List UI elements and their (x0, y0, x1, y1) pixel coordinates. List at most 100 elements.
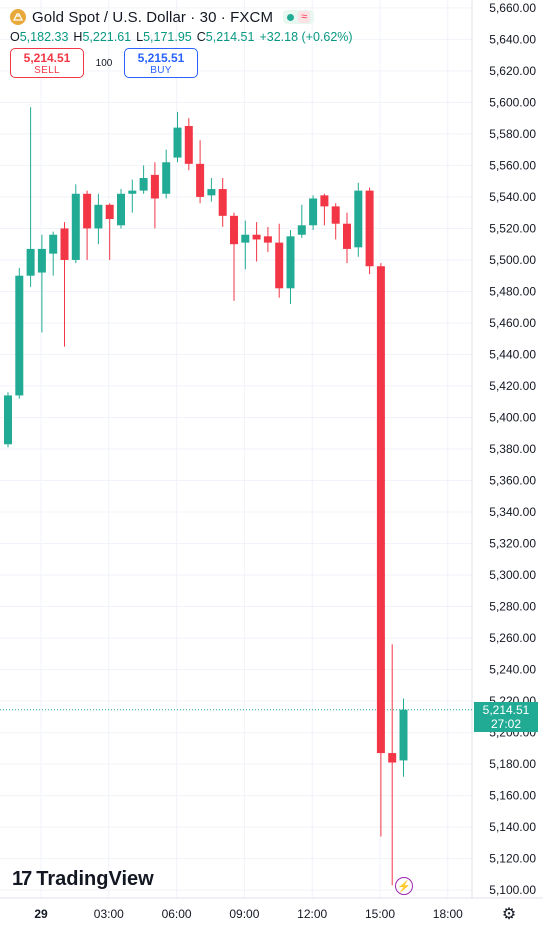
y-tick-label: 5,420.00 (489, 379, 536, 393)
candle (60, 222, 69, 347)
low-key: L (136, 30, 144, 44)
candle (263, 226, 272, 253)
candle-body (354, 190, 363, 248)
candle-body (173, 127, 182, 158)
candle (150, 162, 159, 229)
candle-body (139, 178, 148, 191)
candle (71, 184, 80, 264)
x-tick-label: 09:00 (229, 907, 259, 921)
candle (376, 263, 385, 837)
candle-body (230, 215, 238, 245)
candle-body (320, 195, 329, 207)
settings-gear-icon[interactable]: ⚙ (501, 906, 517, 923)
tradingview-mark-icon: 17 (12, 868, 32, 890)
candle (94, 193, 103, 245)
x-tick-label: 03:00 (94, 907, 124, 921)
candle-body (343, 223, 351, 249)
candle-body (162, 162, 171, 194)
candle (4, 392, 12, 448)
bar-countdown: 27:02 (490, 717, 522, 731)
x-tick-label: 18:00 (433, 907, 463, 921)
candle-body (117, 193, 125, 226)
y-tick-label: 5,240.00 (489, 663, 536, 677)
candle-body (399, 709, 408, 761)
sell-price: 5,214.51 (23, 50, 71, 65)
y-tick-label: 5,600.00 (489, 95, 536, 109)
chart-header: Gold Spot / U.S. Dollar · 30 · FXCM ≈ O5… (10, 6, 353, 78)
y-tick-label: 5,360.00 (489, 474, 536, 488)
sell-button[interactable]: 5,214.51 SELL (10, 48, 84, 78)
y-tick-label: 5,580.00 (489, 127, 536, 141)
candle (184, 118, 193, 171)
y-tick-label: 5,440.00 (489, 347, 536, 361)
price-axis[interactable]: 5,660.00 5,640.00 5,620.00 5,600.00 5,580.00… (489, 1, 536, 897)
time-axis[interactable]: 29 03:00 06:00 09:00 12:00 15:00 18:00 (34, 907, 463, 921)
candle-body (241, 234, 250, 243)
candle-body (252, 234, 261, 240)
candle (49, 231, 58, 276)
y-tick-label: 5,100.00 (489, 883, 536, 897)
open-key: O (10, 30, 20, 44)
change-value: +32.18 (+0.62%) (259, 30, 353, 44)
candle-body (94, 204, 103, 229)
market-status-badge[interactable]: ≈ (283, 10, 315, 24)
candle (331, 203, 340, 240)
chart-gridlines (0, 0, 472, 898)
candle (354, 182, 363, 257)
candle-body (60, 228, 69, 260)
symbol-title-row[interactable]: Gold Spot / U.S. Dollar · 30 · FXCM ≈ (10, 6, 353, 28)
y-tick-label: 5,280.00 (489, 600, 536, 614)
symbol-title: Gold Spot / U.S. Dollar · 30 · FXCM (32, 8, 274, 26)
candle-body (196, 163, 205, 197)
candle-body (49, 234, 58, 254)
candle-body (150, 174, 159, 199)
sell-label: SELL (34, 64, 60, 76)
candle (162, 149, 171, 199)
tradingview-wordmark: TradingView (36, 868, 154, 890)
last-price-tag-value: 5,214.51 (482, 703, 530, 717)
y-tick-label: 5,520.00 (489, 221, 536, 235)
x-tick-label: 12:00 (297, 907, 327, 921)
buy-button[interactable]: 5,215.51 BUY (124, 48, 198, 78)
low-value: 5,171.95 (143, 30, 192, 44)
candle-body (275, 242, 284, 289)
y-tick-label: 5,260.00 (489, 631, 536, 645)
candle (297, 204, 306, 238)
candle (286, 230, 295, 305)
candle-body (207, 189, 216, 196)
candle (399, 698, 408, 777)
candle (15, 267, 24, 399)
candle (241, 220, 250, 270)
y-tick-label: 5,160.00 (489, 789, 536, 803)
candle-body (365, 190, 374, 267)
lightning-icon[interactable]: ⚡ (395, 877, 413, 895)
close-value: 5,214.51 (205, 30, 255, 44)
tradingview-logo[interactable]: 17 TradingView (12, 868, 154, 891)
candle-body (297, 225, 306, 235)
candle-body (184, 126, 193, 164)
candle (37, 234, 46, 333)
ohlc-values: O5,182.33 H5,221.61 L5,171.95 C5,214.51 … (10, 30, 353, 44)
candle (128, 179, 137, 213)
x-tick-label: 29 (34, 907, 48, 921)
candle (83, 190, 92, 260)
high-key: H (73, 30, 83, 44)
candle (117, 189, 125, 229)
candle (365, 187, 374, 275)
candle (173, 111, 182, 163)
y-tick-label: 5,140.00 (489, 820, 536, 834)
candle-body (218, 189, 227, 216)
gold-coin-icon (10, 9, 26, 25)
y-tick-label: 5,460.00 (489, 316, 536, 330)
y-tick-label: 5,120.00 (489, 852, 536, 866)
candle (275, 223, 284, 298)
candlestick-series (4, 107, 408, 886)
candle-body (286, 236, 295, 289)
candle-body (263, 236, 272, 243)
buy-price: 5,215.51 (137, 50, 185, 65)
y-tick-label: 5,660.00 (489, 1, 536, 15)
close-key: C (196, 30, 206, 44)
trade-buttons: 5,214.51 SELL 100 5,215.51 BUY (10, 48, 353, 78)
y-tick-label: 5,400.00 (489, 410, 536, 424)
